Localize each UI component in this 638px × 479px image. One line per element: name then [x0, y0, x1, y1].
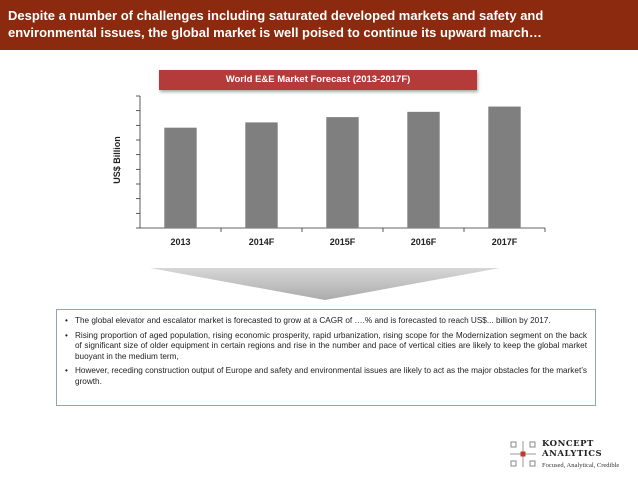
x-tick-label: 2015F [330, 237, 356, 247]
key-findings-list: The global elevator and escalator market… [56, 309, 596, 406]
company-logo: KONCEPT ANALYTICS Focused, Analytical, C… [510, 437, 635, 475]
down-arrow-triangle [150, 268, 500, 300]
x-tick-label: 2013 [170, 237, 190, 247]
bar [407, 111, 440, 228]
page-title: Despite a number of challenges including… [8, 8, 544, 40]
logo-name: KONCEPT ANALYTICS [542, 439, 603, 459]
bar [245, 122, 278, 228]
x-tick-label: 2017F [492, 237, 518, 247]
bar-chart: 2013 2014F 2015F 2016F 2017F US$ Billion [112, 95, 546, 247]
logo-mark-icon [510, 441, 536, 467]
bullet-item: The global elevator and escalator market… [65, 316, 587, 327]
bullet-item: However, receding construction output of… [65, 366, 587, 387]
bullet-item: Rising proportion of aged population, ri… [65, 331, 587, 363]
x-tick-label: 2016F [411, 237, 437, 247]
bar [326, 117, 359, 228]
bar [164, 127, 197, 228]
bar [488, 106, 521, 228]
chart-title: World E&E Market Forecast (2013-2017F) [159, 70, 477, 90]
x-tick-label: 2014F [249, 237, 275, 247]
logo-tagline: Focused, Analytical, Credible [542, 462, 620, 469]
y-axis-label: US$ Billion [112, 136, 122, 184]
page-header: Despite a number of challenges including… [0, 0, 638, 50]
